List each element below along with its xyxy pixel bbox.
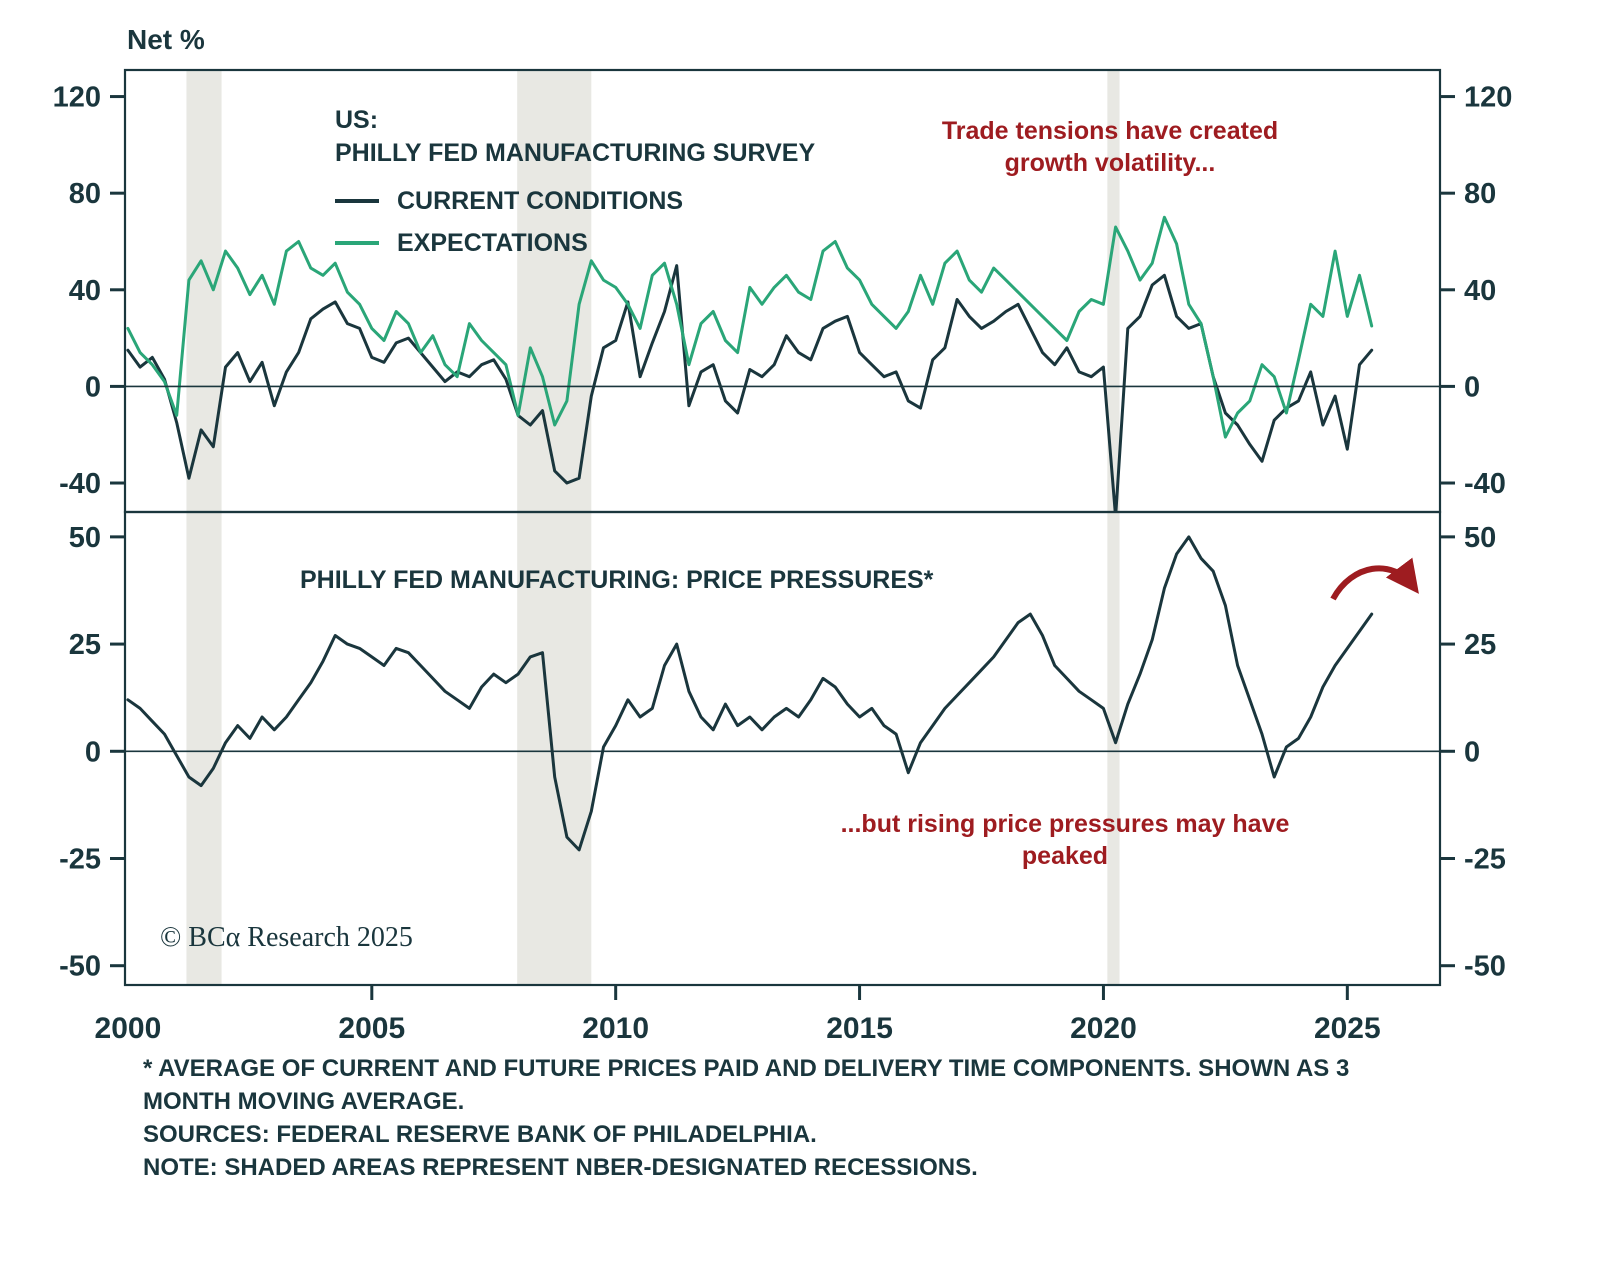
axes-layer: 120 120 80 80 40 40 0 0 -40 -40 50 50 25 25 0 0 -25 -25 -5… [53,68,1512,1045]
y-tick-label: -40 [1464,468,1506,500]
y-tick-label: 40 [69,275,101,307]
top-panel-title-line1: US: [335,106,379,134]
bottom-panel-title: PHILLY FED MANUFACTURING: PRICE PRESSURE… [300,566,934,594]
recession-band [517,70,592,985]
y-tick-label: 0 [85,736,101,768]
y-tick-label: -50 [59,951,101,983]
top-panel-title: US: PHILLY FED MANUFACTURING SURVEY [335,104,815,170]
y-axis-title: Net % [127,24,205,55]
y-tick-label: -50 [1464,951,1506,983]
legend-label: EXPECTATIONS [397,228,588,257]
y-tick-label: 40 [1464,275,1496,307]
expectations-line-swatch [335,241,379,245]
footnotes: * AVERAGE OF CURRENT AND FUTURE PRICES P… [143,1052,1423,1184]
y-tick-label: -40 [59,468,101,500]
y-tick-label: 120 [1464,82,1512,114]
legend-label: CURRENT CONDITIONS [397,186,684,215]
y-tick-label: 0 [85,371,101,403]
y-tick-label: 0 [1464,371,1480,403]
series-line-current-conditions [126,264,1374,512]
trend-arrow-icon [1330,557,1419,601]
x-tick-label: 2005 [338,1012,405,1045]
series-line-expectations [126,215,1374,439]
y-tick-label: 80 [69,178,101,210]
x-tick-label: 2010 [582,1012,649,1045]
y-tick-label: -25 [59,843,101,875]
top-panel-annotation: Trade tensions have created growth volat… [941,117,1279,177]
copyright-text: © BCα Research 2025 [160,922,413,953]
y-tick-label: 80 [1464,178,1496,210]
y-tick-label: 50 [69,522,101,554]
current-conditions-line-swatch [335,199,379,203]
legend-item-current-conditions: CURRENT CONDITIONS [335,180,683,222]
series-lines-layer [126,215,1374,852]
footnote-note: NOTE: SHADED AREAS REPRESENT NBER-DESIGN… [143,1154,978,1181]
y-tick-label: 120 [53,82,101,114]
top-panel-title-line2: PHILLY FED MANUFACTURING SURVEY [335,139,816,167]
legend: CURRENT CONDITIONS EXPECTATIONS [335,180,683,264]
y-tick-label: 0 [1464,736,1480,768]
recession-band [186,70,222,985]
y-tick-label: 50 [1464,522,1496,554]
y-tick-label: 25 [1464,629,1496,661]
x-tick-label: 2025 [1314,1012,1381,1045]
recession-shading-layer [186,70,1120,985]
footnote-sources: SOURCES: FEDERAL RESERVE BANK OF PHILADE… [143,1121,817,1148]
series-line-price-pressures [126,535,1374,852]
x-tick-label: 2020 [1070,1012,1137,1045]
legend-item-expectations: EXPECTATIONS [335,222,683,264]
x-tick-label: 2015 [826,1012,893,1045]
bottom-panel-annotation: ...but rising price pressures may have p… [840,810,1290,870]
y-tick-label: 25 [69,629,101,661]
x-tick-label: 2000 [95,1012,162,1045]
recession-band [1107,70,1120,985]
panel-border [123,510,1442,987]
footnote-definition: * AVERAGE OF CURRENT AND FUTURE PRICES P… [143,1055,1350,1115]
y-tick-label: -25 [1464,843,1506,875]
